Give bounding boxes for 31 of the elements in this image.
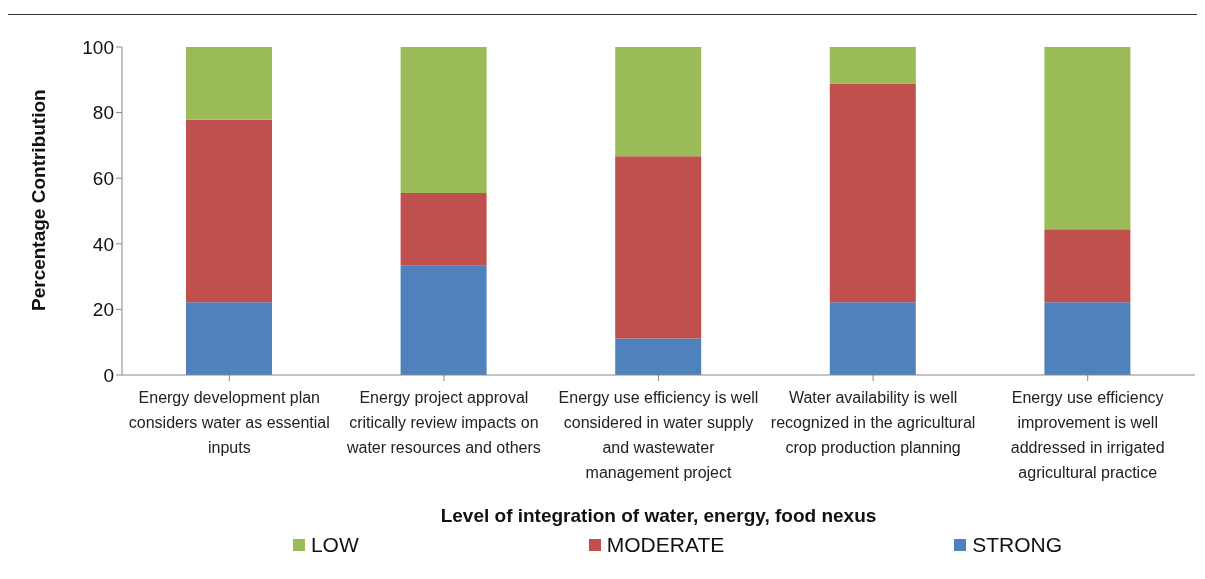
bar xyxy=(400,265,487,375)
x-tick-label: Energy use efficiency improvement is well addressed in irrigated agricultural practice xyxy=(1010,389,1165,481)
bar xyxy=(829,47,916,84)
x-tick-label: Energy use efficiency is well considered in water supply and wastewater management project xyxy=(558,389,759,481)
bar xyxy=(829,302,916,375)
bar xyxy=(186,47,272,120)
bar xyxy=(829,83,916,303)
bar xyxy=(186,119,272,303)
x-tick-label: Water availability is well recognized in the agricultural crop production planning xyxy=(770,389,976,456)
bar xyxy=(400,192,487,266)
y-tick-label: 80 xyxy=(92,102,114,124)
y-axis-title: Percentage Contribution xyxy=(27,89,49,311)
bar xyxy=(615,156,702,339)
bar xyxy=(400,47,487,193)
legend-label: MODERATE xyxy=(606,533,725,557)
x-tick-label: Energy development plan considers water as essential inputs xyxy=(128,389,330,456)
y-tick-label: 40 xyxy=(92,233,114,255)
legend-label: STRONG xyxy=(972,533,1063,557)
bar xyxy=(1044,47,1131,230)
bar xyxy=(615,338,702,375)
bar xyxy=(1044,302,1131,375)
legend-label: LOW xyxy=(310,533,359,557)
bar xyxy=(615,47,702,157)
x-axis-title: Level of integration of water, energy, food nexus xyxy=(440,505,877,526)
y-tick-label: 20 xyxy=(92,299,114,321)
y-tick-label: 60 xyxy=(92,167,114,189)
x-tick-label: Energy project approval critically review impacts on water resources and others xyxy=(345,389,541,456)
y-tick-label: 100 xyxy=(82,36,114,58)
y-tick-label: 0 xyxy=(103,364,114,386)
bar xyxy=(1044,229,1131,303)
bar xyxy=(186,302,272,375)
